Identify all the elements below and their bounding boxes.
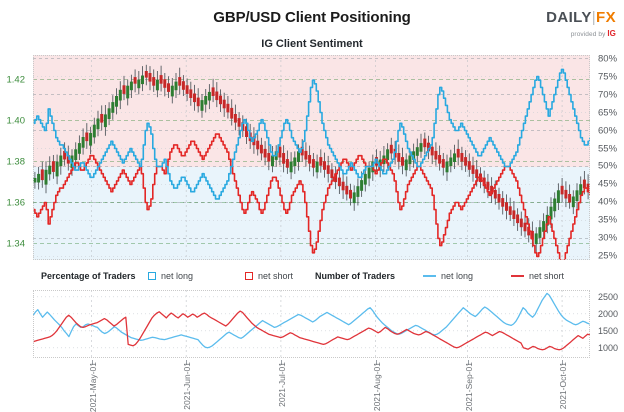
traders-count-axis-labels: 2500 2000 1500 1000 — [592, 290, 624, 358]
percentage-axis-labels: 80% 75% 70% 65% 60% 55% 50% 45% 40% 35% 30% 25% — [592, 53, 624, 262]
chart-subtitle: IG Client Sentiment — [261, 38, 363, 50]
dailyfx-logo: DAILY|FX provided by IG — [512, 10, 616, 39]
net-long-swatch-icon — [148, 272, 156, 280]
chart-legend: Percentage of Traders net long net short… — [33, 268, 590, 284]
date-tick-label: 2021-Oct-01 — [558, 362, 569, 410]
traders-count-tick-label: 1500 — [598, 325, 619, 336]
net-short-line-icon — [511, 275, 524, 277]
logo-provided-by-text: provided by — [570, 31, 606, 38]
date-tick-label: 2021-Aug-01 — [371, 362, 382, 412]
percentage-tick-label: 30% — [598, 232, 618, 244]
percentage-tick-label: 25% — [598, 250, 618, 262]
date-tick-mark — [91, 360, 93, 365]
legend-item-num-net-short[interactable]: net short — [511, 268, 564, 284]
legend-label: net short — [258, 271, 294, 281]
date-tick-label: 2021-Sep-01 — [463, 362, 474, 412]
legend-label: net short — [529, 271, 565, 281]
net-short-swatch-icon — [245, 272, 253, 280]
date-tick-mark — [467, 360, 469, 365]
date-tick-label: 2021-May-01 — [87, 362, 98, 412]
percentage-tick-label: 50% — [598, 160, 618, 172]
price-axis-labels: 1.42 1.40 1.38 1.36 1.34 — [0, 55, 32, 260]
traders-count-tick-label: 1000 — [598, 342, 619, 353]
price-tick-label: 1.36 — [6, 197, 26, 209]
price-tick-label: 1.42 — [6, 74, 26, 86]
legend-label: net long — [161, 271, 194, 281]
legend-label: net long — [441, 271, 474, 281]
percentage-tick-label: 80% — [598, 53, 618, 65]
percentage-tick-label: 70% — [598, 89, 618, 101]
percentage-tick-label: 45% — [598, 178, 618, 190]
date-tick-mark — [186, 360, 188, 365]
percentage-tick-label: 55% — [598, 143, 618, 154]
main-chart-panel — [33, 55, 590, 260]
percentage-tick-label: 35% — [598, 214, 618, 226]
legend-item-num-net-long[interactable]: net long — [423, 268, 473, 284]
percentage-tick-label: 65% — [598, 107, 618, 119]
legend-group-percentage-label: Percentage of Traders — [41, 271, 136, 281]
volume-chart-panel — [33, 290, 590, 358]
logo-ig-text: IG — [607, 29, 616, 38]
volume-chart-plot — [33, 290, 590, 358]
date-tick-label: 2021-Jul-01 — [276, 362, 287, 407]
price-tick-label: 1.38 — [6, 156, 26, 168]
logo-daily-text: DAILY — [546, 9, 592, 26]
legend-group-number-label: Number of Traders — [315, 271, 396, 281]
percentage-tick-label: 40% — [598, 196, 618, 208]
logo-fx-text: FX — [596, 9, 616, 26]
traders-count-tick-label: 2000 — [598, 308, 619, 319]
page-title: GBP/USD Client Positioning — [213, 9, 411, 26]
date-tick-mark — [562, 360, 564, 365]
price-tick-label: 1.34 — [6, 238, 26, 250]
percentage-tick-label: 75% — [598, 71, 618, 83]
date-tick-label: 2021-Jun-01 — [182, 362, 193, 410]
price-tick-label: 1.40 — [6, 115, 26, 127]
logo-divider: | — [591, 9, 597, 26]
legend-item-pct-net-long[interactable]: net long — [148, 268, 193, 284]
date-axis-labels: 2021-May-01 2021-Jun-01 2021-Jul-01 2021-Au… — [33, 360, 590, 412]
date-tick-mark — [375, 360, 377, 365]
percentage-tick-label: 60% — [598, 125, 618, 137]
main-chart-plot — [33, 55, 590, 260]
traders-count-tick-label: 2500 — [598, 291, 619, 302]
net-long-line-icon — [423, 275, 436, 277]
date-tick-mark — [280, 360, 282, 365]
legend-item-pct-net-short[interactable]: net short — [245, 268, 293, 284]
